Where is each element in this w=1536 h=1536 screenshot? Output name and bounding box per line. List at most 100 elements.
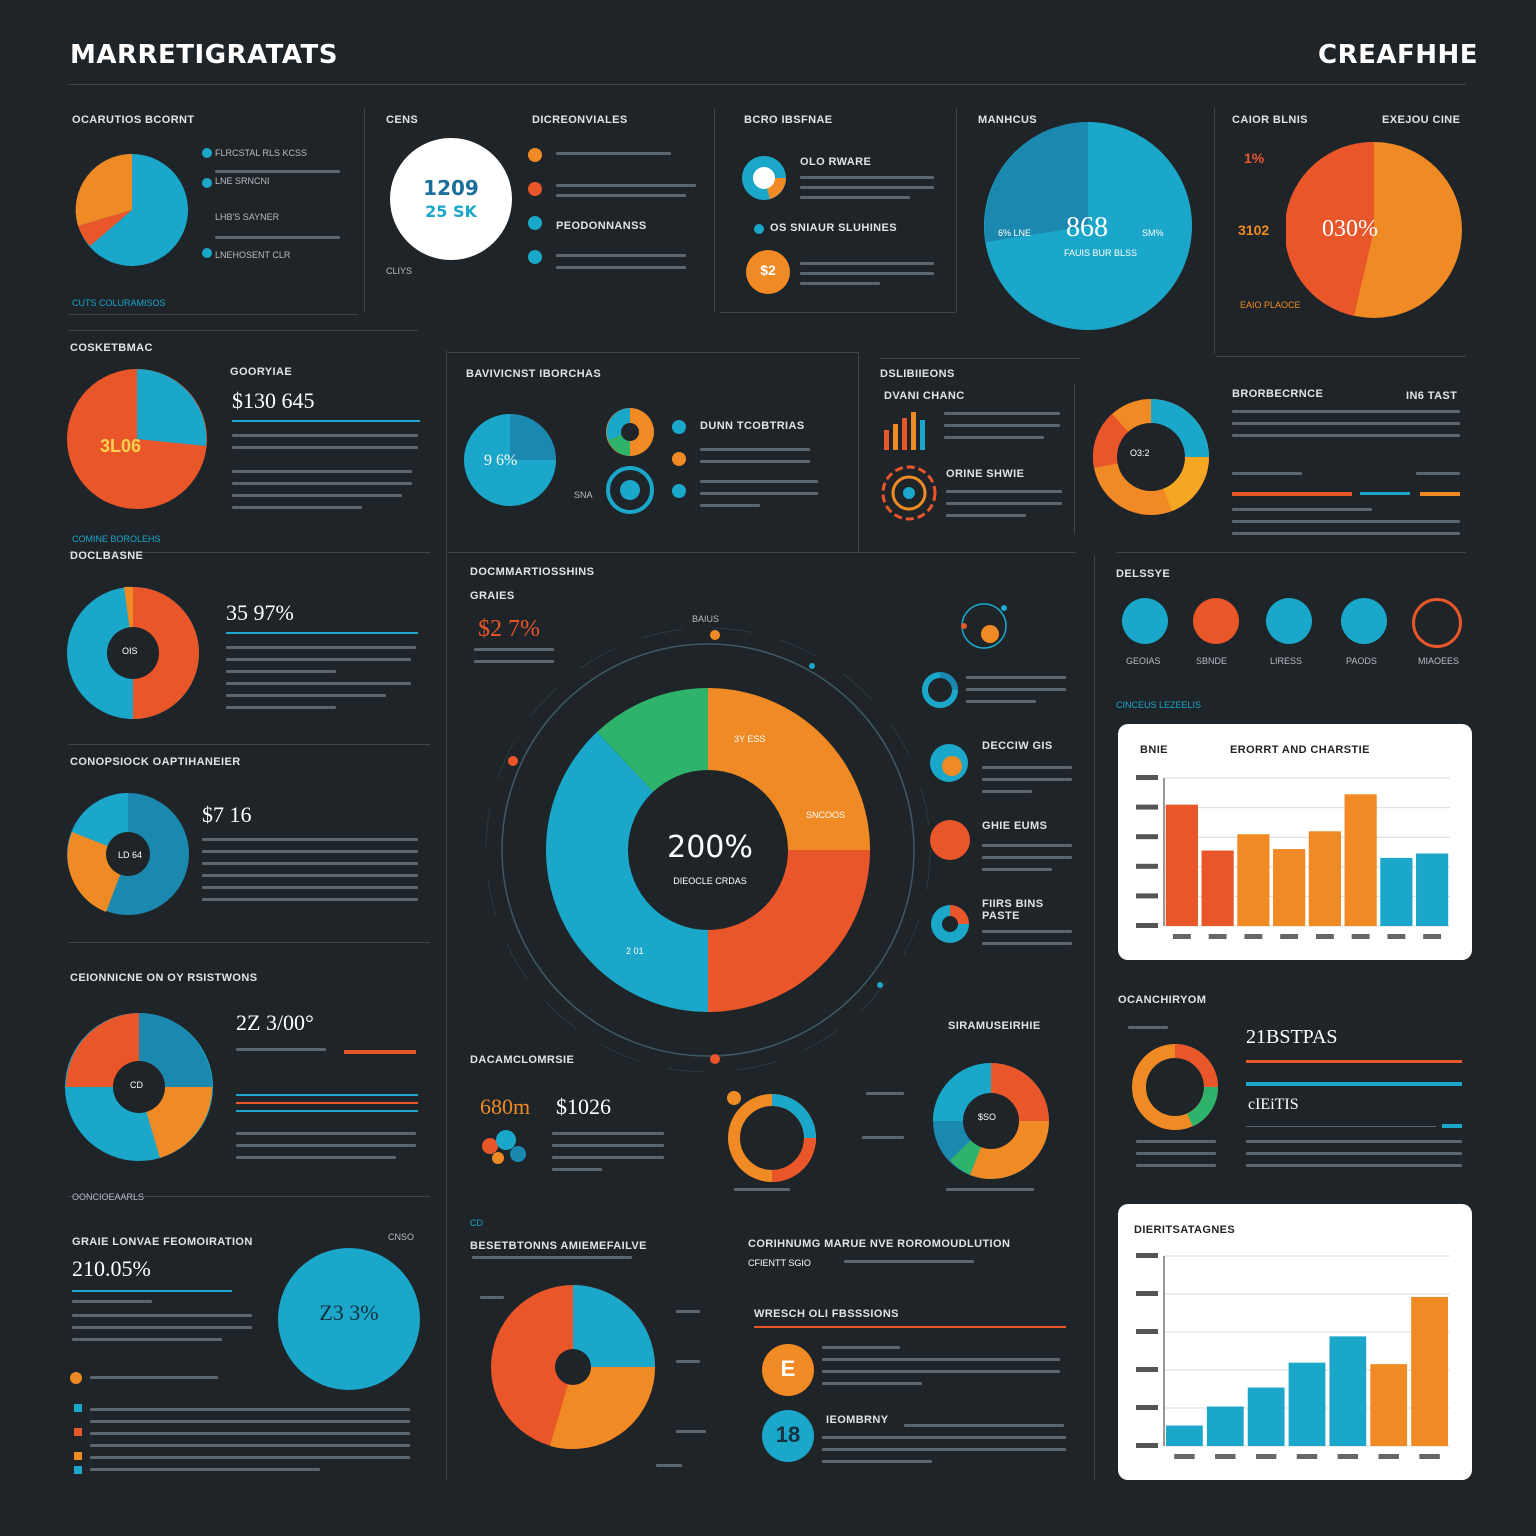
mini-ring [606,466,654,514]
bar [1416,853,1449,926]
x-tick-label [1337,1454,1359,1459]
text-line [946,1188,1034,1191]
kpi-foot: CLIYS [386,266,413,276]
orbit-dot [877,982,883,988]
divider [68,942,430,943]
legend-dot [202,178,212,188]
text-line [800,196,910,199]
section-title: OONCIOEAARLS [72,1192,145,1202]
text-line [904,1424,1064,1427]
bar [1288,1362,1326,1446]
icon-circle [1266,598,1312,644]
kpi-value: $1026 [556,1094,611,1119]
text-line [656,1464,682,1467]
text-line [946,514,1026,517]
text-line [822,1382,922,1385]
bar [1308,831,1341,926]
bar [1237,834,1270,926]
pie-icon [931,905,969,943]
kpi-circle [390,138,512,260]
text-line [236,1048,326,1051]
text-line [966,688,1066,691]
item-label: DECCIW GIS [982,740,1053,752]
orbit-label: BAIUS [692,614,720,624]
text-line [1232,508,1372,511]
bar [1165,804,1198,926]
text-line [982,868,1052,871]
x-tick-label [1315,934,1334,939]
donut-center: OIS [122,646,138,656]
text-line [700,504,760,507]
ring-chart [727,1091,816,1182]
accent-line [1442,1124,1462,1128]
text-line [1128,1026,1168,1029]
kpi-note: FAUIS BUR BLSS [1064,248,1138,258]
text-line [800,176,934,179]
text-line [1232,410,1460,413]
text-line [232,494,402,497]
sub-heading: PEODONNANSS [556,220,647,232]
text-line [232,434,418,437]
text-line [1232,472,1302,475]
x-tick-label [1280,934,1299,939]
donut-center: O3:2 [1130,448,1150,458]
donut-center: $SO [978,1112,997,1122]
y-tick-label [1136,804,1158,810]
divider [68,552,430,553]
icon-circle [1122,598,1168,644]
icon-circle [1193,598,1239,644]
orbit-ring [485,627,931,1073]
text-line [1136,1152,1216,1155]
page-title-right: CREAFHHE [1318,40,1479,70]
text-line [800,186,934,189]
pie-chart-large [984,122,1192,330]
accent-line [1246,1060,1462,1063]
text-line [236,1156,396,1159]
divider [1116,552,1466,553]
bullet-icon [74,1452,82,1460]
legend-dot [672,452,686,466]
section-foot: EAIO PLAOCE [1240,300,1301,310]
text-line [232,470,412,473]
divider [68,1196,430,1197]
x-tick-label [1378,1454,1399,1459]
main-donut-chart [485,627,931,1073]
pie-center-label: 3L06 [100,436,142,456]
divider [1094,556,1095,1480]
icon-label: LIRESS [1270,656,1303,666]
divider [448,352,858,353]
y-tick-label [1136,893,1158,899]
slice-label: 3Y ESS [734,734,766,744]
orbit-dot [508,756,518,766]
text-line [202,898,418,901]
text-line [202,850,418,853]
orbit-dot [710,1054,720,1064]
item-label: OLO RWARE [800,156,872,168]
text-line [226,706,336,709]
text-line [700,480,818,483]
text-line [90,1420,410,1423]
text-line [800,272,934,275]
badge-circle [746,250,790,294]
item-label: IEOMBRNY [826,1414,889,1426]
item-label: OS SNIAUR SLUHINES [770,222,897,234]
text-line [226,670,336,673]
text-line [676,1310,700,1313]
bar [1380,857,1413,926]
section-title: DOCLBASNE [70,550,144,562]
text-line [982,930,1072,933]
legend-dot [672,484,686,498]
slice-label: 2 01 [626,946,644,956]
text-line [1232,422,1460,425]
text-line [556,184,696,187]
text-line [982,844,1072,847]
progress-bar [1420,492,1460,496]
text-line [800,282,880,285]
donut-chart [65,1013,213,1161]
kpi-value: 1209 [423,176,479,200]
target-icon [881,465,937,521]
text-line [822,1370,1060,1373]
section-foot: COMINE BOROLEHS [72,534,161,544]
donut-center: CD [130,1080,143,1090]
section-title: BRORBECRNCE [1232,388,1324,400]
